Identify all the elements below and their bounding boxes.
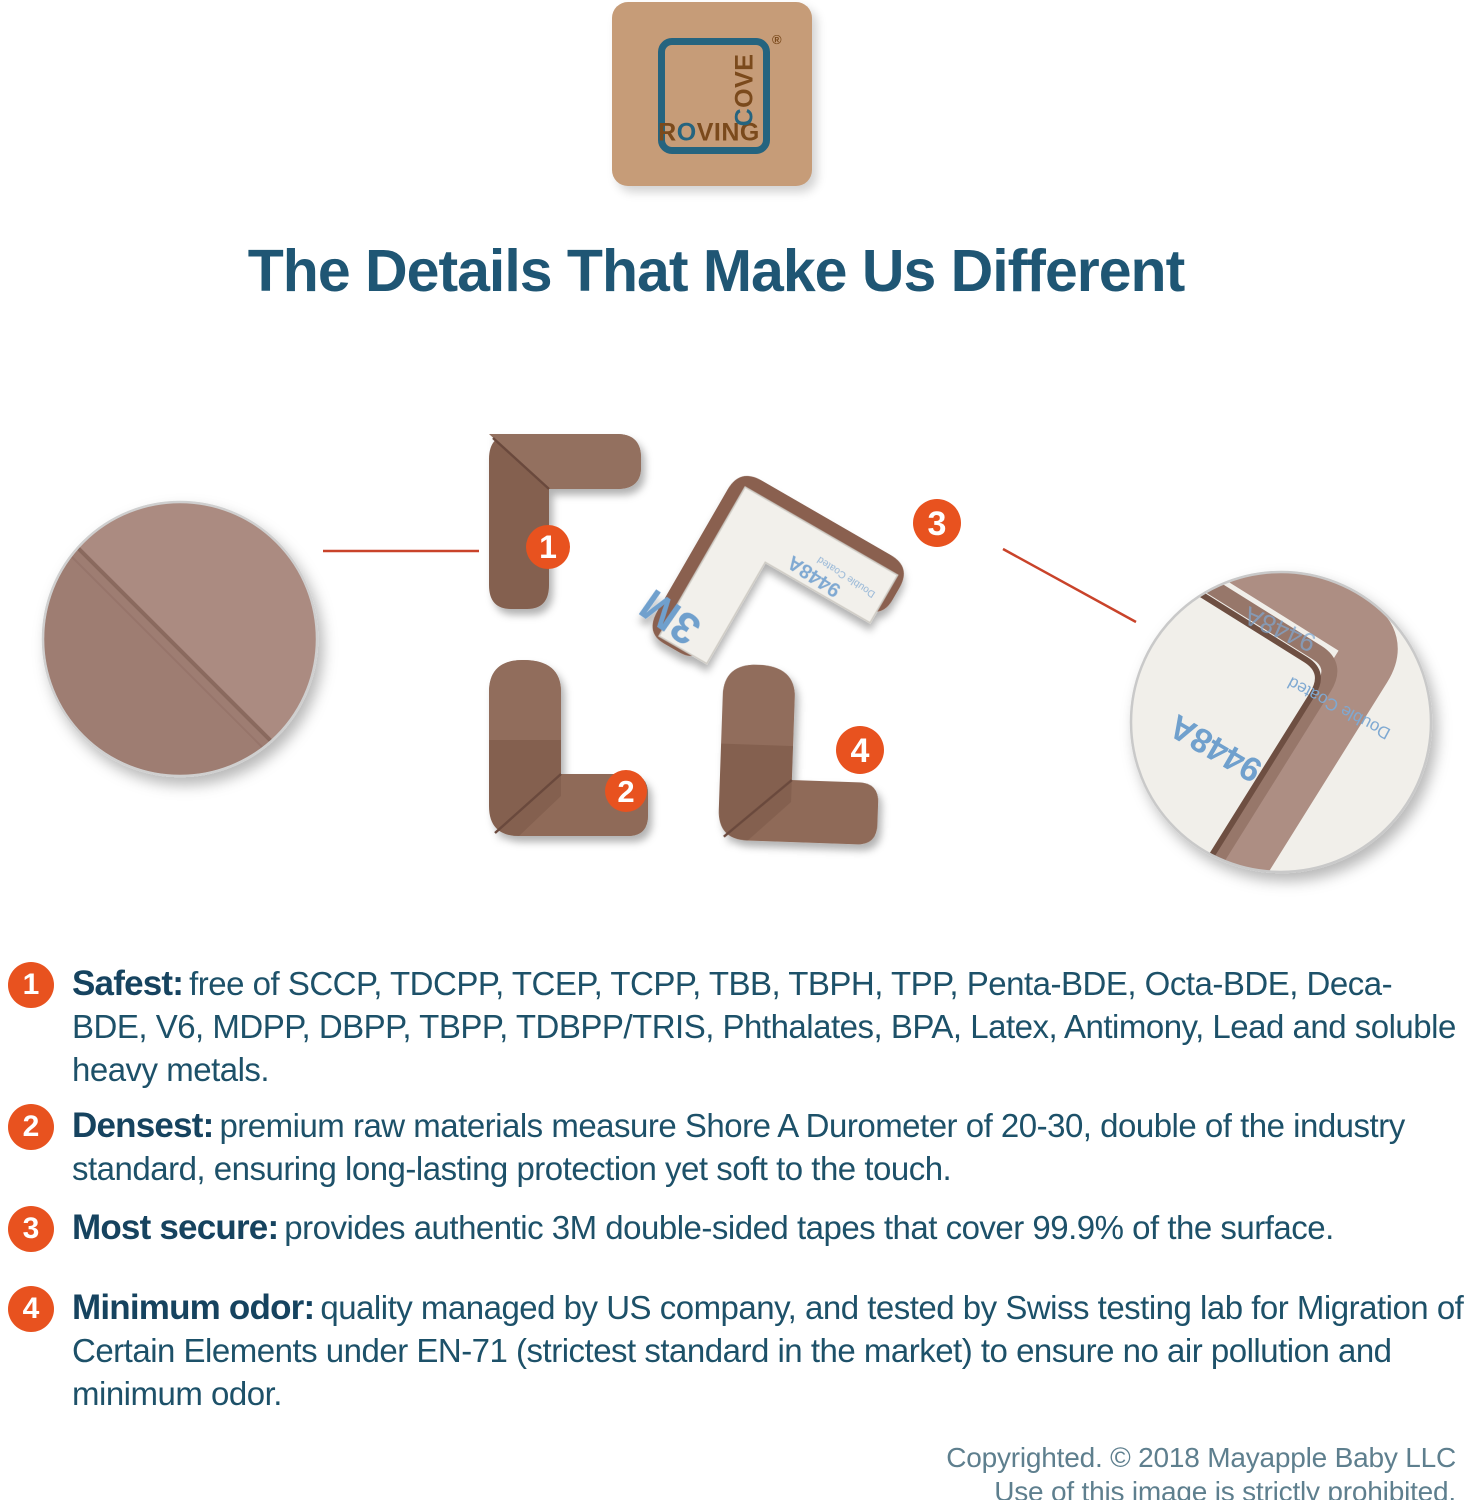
foam-edge-line — [1131, 572, 1321, 872]
badge-number: 4 — [851, 732, 870, 770]
collage-badge-4: 4 — [836, 726, 884, 774]
copyright-notice: Copyrighted. © 2018 Mayapple Baby LLC Us… — [946, 1441, 1456, 1500]
feature-heading: Safest: — [72, 964, 184, 1003]
inset-ring — [41, 500, 319, 778]
logo-letter-teal: O — [676, 118, 697, 147]
foam-face-light — [55, 502, 317, 755]
tape-closeup-inset: 3M 9448A Double Coated 9448A — [981, 570, 1433, 874]
logo-letter: R — [658, 118, 677, 147]
feature-item-minimum-odor: 4 Minimum odor: quality managed by US com… — [8, 1286, 1464, 1415]
tape-liner — [658, 486, 899, 665]
inset-ring — [1129, 570, 1433, 874]
logo-letter-teal: C — [730, 107, 759, 127]
foam-ridge — [1131, 572, 1398, 872]
foam-seam — [492, 437, 550, 490]
feature-heading: Minimum odor: — [72, 1288, 315, 1327]
feature-item-safest: 1 Safest: free of SCCP, TDCPP, TCEP, TCPP… — [8, 962, 1456, 1091]
feature-body: free of SCCP, TDCPP, TCEP, TCPP, TBB, TB… — [72, 965, 1456, 1088]
logo-word-cove: COVE — [731, 54, 760, 127]
feature-text: Safest: free of SCCP, TDCPP, TCEP, TCPP, … — [72, 962, 1464, 1091]
collage-badge-1: 1 — [526, 525, 570, 569]
collage-badge-2: 2 — [605, 770, 647, 812]
feature-heading: Most secure: — [72, 1208, 279, 1247]
foam-top-face — [489, 434, 641, 489]
badge-number: 2 — [617, 774, 634, 809]
feature-body: provides authentic 3M double-sided tapes… — [284, 1209, 1334, 1246]
feature-number-badge: 1 — [8, 962, 54, 1008]
foam-seam-soft — [59, 544, 285, 770]
badge-number: 3 — [928, 505, 947, 543]
registered-mark: ® — [772, 32, 782, 47]
page-title: The Details That Make Us Different — [247, 238, 1185, 304]
product-collage: 3M 9448A Double Coated 3M 9448A Double C… — [41, 434, 1433, 874]
feature-text: Densest: premium raw materials measure Sh… — [72, 1104, 1464, 1190]
logo-letters: VING — [696, 118, 760, 147]
badge-number: 1 — [539, 529, 557, 565]
feature-heading: Densest: — [72, 1106, 214, 1145]
copyright-line1: Copyrighted. © 2018 Mayapple Baby LLC — [946, 1442, 1456, 1473]
logo-word-roving: ROVING — [658, 119, 760, 148]
collage-badge-3: 3 — [913, 499, 961, 547]
feature-item-most-secure: 3 Most secure: provides authentic 3M doub… — [8, 1206, 1428, 1252]
feature-number-badge: 2 — [8, 1104, 54, 1150]
feature-number-badge: 4 — [8, 1286, 54, 1332]
brand-logo: ROVING COVE ® — [612, 2, 812, 186]
feature-item-densest: 2 Densest: premium raw materials measure … — [8, 1104, 1428, 1190]
foam-texture-inset — [41, 500, 319, 778]
feature-text: Most secure: provides authentic 3M double… — [72, 1206, 1464, 1249]
logo-frame — [658, 38, 770, 154]
tape-brand-label: 3M — [981, 689, 1108, 810]
logo-letters: OVE — [730, 53, 759, 108]
leader-line-right — [1002, 547, 1137, 624]
corner-piece-1 — [489, 434, 641, 609]
feature-body: quality managed by US company, and teste… — [72, 1289, 1464, 1412]
feature-text: Minimum odor: quality managed by US compa… — [72, 1286, 1464, 1415]
feature-number-badge: 3 — [8, 1206, 54, 1252]
copyright-line2: Use of this image is strictly prohibited… — [994, 1476, 1456, 1500]
foam-seam — [64, 534, 292, 762]
feature-body: premium raw materials measure Shore A Du… — [72, 1107, 1405, 1187]
foam-ridge-inner — [1131, 572, 1338, 872]
